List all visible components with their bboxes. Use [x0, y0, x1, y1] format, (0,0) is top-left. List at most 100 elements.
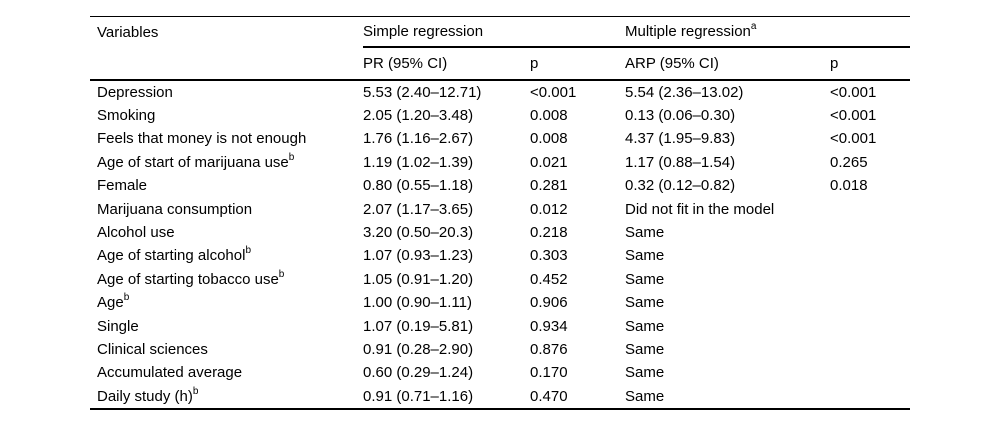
table-row: Alcohol use 3.20 (0.50–20.3) 0.218 Same [90, 221, 910, 244]
variable-cell: Daily study (h)b [90, 384, 363, 410]
arp-cell: 5.54 (2.36–13.02) [625, 83, 744, 101]
p-multiple-cell [830, 338, 910, 361]
variables-header-label: Variables [97, 24, 159, 41]
pr-cell: 1.05 (0.91–1.20) [363, 270, 474, 288]
p-multiple-cell [830, 221, 910, 244]
pr-cell: 3.20 (0.50–20.3) [363, 224, 474, 242]
pr-cell: 2.07 (1.17–3.65) [363, 200, 474, 218]
p-multiple-cell [830, 268, 910, 291]
variable-cell: Depression [97, 83, 173, 101]
p-simple-cell: 0.281 [530, 177, 568, 195]
table-row: Clinical sciences 0.91 (0.28–2.90) 0.876… [90, 338, 910, 361]
table-row: Ageb 1.00 (0.90–1.11) 0.906 Same [90, 291, 910, 314]
variable-cell: Smoking [97, 107, 156, 125]
arp-cell: 0.13 (0.06–0.30) [625, 107, 736, 125]
arp-cell: Same [625, 340, 665, 358]
pr-cell: 1.19 (1.02–1.39) [363, 153, 474, 171]
variable-superscript: b [278, 268, 285, 280]
arp-cell: Same [625, 224, 665, 242]
sub-header-row: PR (95% CI) p ARP (95% CI) p [90, 46, 911, 81]
p-multiple-cell [830, 197, 910, 220]
p-multiple-cell [830, 361, 910, 384]
p-simple-cell: 0.008 [530, 107, 568, 125]
pr-cell: 1.07 (0.19–5.81) [363, 317, 474, 335]
arp-cell: Same [625, 317, 665, 335]
variable-cell: Female [97, 177, 148, 195]
variable-superscript: b [245, 245, 251, 257]
variable-cell: Age of starting tobacco useb [97, 268, 285, 288]
p-multiple-cell [830, 291, 910, 314]
variable-cell: Age of starting alcoholb [97, 245, 251, 265]
variable-cell: Alcohol use [97, 224, 175, 242]
variable-cell: Feels that money is not enough [97, 130, 307, 148]
simple-regression-label: Simple regression [363, 22, 484, 40]
table-row: Single 1.07 (0.19–5.81) 0.934 Same [90, 314, 910, 337]
p-simple-cell: 0.170 [530, 364, 568, 382]
p-multiple-cell: 0.265 [830, 153, 868, 171]
table-row: Depression 5.53 (2.40–12.71) <0.001 5.54… [90, 80, 910, 104]
p-simple-cell: 0.021 [530, 153, 568, 171]
column-header-pr: PR (95% CI) [363, 46, 530, 81]
regression-table-container: Variables Simple regression Multiple reg… [90, 16, 911, 410]
pr-cell: 0.91 (0.71–1.16) [363, 384, 530, 410]
arp-cell: Did not fit in the model [625, 200, 775, 218]
group-header-simple-regression: Simple regression [363, 16, 625, 48]
column-header-variables: Variables [90, 16, 363, 81]
arp-cell: Same [625, 294, 665, 312]
p-simple-cell: 0.934 [530, 317, 568, 335]
p-multiple-cell [830, 384, 911, 410]
pr-cell: 0.60 (0.29–1.24) [363, 364, 474, 382]
pr-cell: 1.07 (0.93–1.23) [363, 247, 474, 265]
table-row: Age of starting alcoholb 1.07 (0.93–1.23… [90, 244, 910, 267]
p-simple-cell: 0.470 [530, 384, 625, 410]
multiple-regression-label: Multiple regression [625, 22, 751, 40]
table-row: Marijuana consumption 2.07 (1.17–3.65) 0… [90, 197, 910, 220]
variable-superscript: b [123, 292, 130, 304]
table-row: Feels that money is not enough 1.76 (1.1… [90, 127, 910, 150]
variable-superscript: b [192, 385, 199, 397]
p-simple-cell: 0.303 [530, 247, 568, 265]
arp-cell: Same [625, 270, 665, 288]
p-simple-cell: 0.452 [530, 270, 568, 288]
variable-superscript: b [288, 151, 295, 163]
p-simple-cell: 0.876 [530, 340, 568, 358]
p-simple-cell: 0.012 [530, 200, 568, 218]
p-simple-cell: 0.008 [530, 130, 568, 148]
variable-cell: Accumulated average [97, 364, 243, 382]
p-multiple-cell: <0.001 [830, 130, 877, 148]
arp-cell: Same [625, 247, 665, 265]
p-multiple-cell: 0.018 [830, 177, 868, 195]
arp-cell: 1.17 (0.88–1.54) [625, 153, 736, 171]
pr-cell: 0.91 (0.28–2.90) [363, 340, 474, 358]
variable-cell: Single [97, 317, 139, 335]
variable-cell: Age of start of marijuana useb [97, 151, 295, 171]
group-header-row: Variables Simple regression Multiple reg… [90, 16, 911, 81]
pr-cell: 2.05 (1.20–3.48) [363, 107, 474, 125]
group-header-multiple-regression: Multiple regressiona [625, 16, 911, 48]
p-multiple-cell [830, 314, 910, 337]
variable-cell: Ageb [97, 292, 130, 312]
arp-cell: Same [625, 364, 665, 382]
table-row: Age of starting tobacco useb 1.05 (0.91–… [90, 268, 910, 291]
pr-cell: 1.00 (0.90–1.11) [363, 294, 472, 312]
p-multiple-cell [830, 244, 910, 267]
table-row: Smoking 2.05 (1.20–3.48) 0.008 0.13 (0.0… [90, 104, 910, 127]
pr-cell: 5.53 (2.40–12.71) [363, 83, 482, 101]
arp-cell: Same [625, 384, 830, 410]
table-row: Age of start of marijuana useb 1.19 (1.0… [90, 151, 910, 174]
pr-cell: 1.76 (1.16–2.67) [363, 130, 474, 148]
p-simple-cell: <0.001 [530, 83, 577, 101]
table-row: Accumulated average 0.60 (0.29–1.24) 0.1… [90, 361, 910, 384]
p-simple-cell: 0.218 [530, 224, 568, 242]
table-row: Daily study (h)b 0.91 (0.71–1.16) 0.470 … [90, 384, 911, 410]
p-simple-cell: 0.906 [530, 294, 568, 312]
arp-cell: 0.32 (0.12–0.82) [625, 177, 736, 195]
table-row: Female 0.80 (0.55–1.18) 0.281 0.32 (0.12… [90, 174, 910, 197]
multiple-regression-superscript: a [750, 20, 757, 32]
column-header-p-multiple: p [830, 46, 911, 81]
p-multiple-cell: <0.001 [830, 107, 877, 125]
column-header-p-simple: p [530, 46, 625, 81]
column-header-arp: ARP (95% CI) [625, 46, 830, 81]
p-multiple-cell: <0.001 [830, 83, 877, 101]
pr-cell: 0.80 (0.55–1.18) [363, 177, 474, 195]
